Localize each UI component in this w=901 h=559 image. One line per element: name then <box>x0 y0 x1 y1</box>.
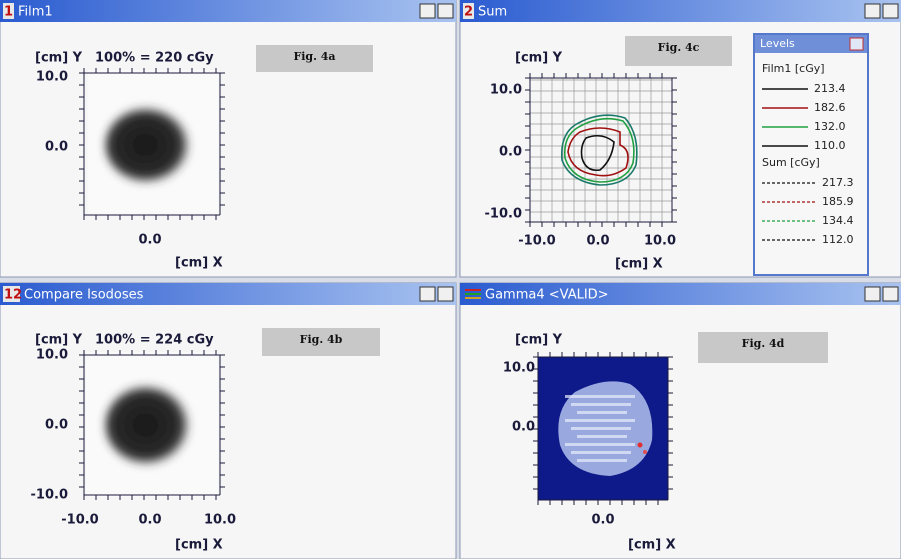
window-badge: 1 <box>4 5 13 20</box>
window-title: Film1 <box>18 5 53 20</box>
gamma-fail <box>643 450 647 454</box>
x-axis-label: [cm] X <box>175 538 223 553</box>
x-tick-label: 0.0 <box>138 513 161 528</box>
gamma-streak <box>565 395 635 398</box>
figure-label: Fig. 4c <box>658 41 700 54</box>
window-icon <box>465 293 481 295</box>
y-tick-label: 0.0 <box>499 145 522 160</box>
window-title: Compare Isodoses <box>24 288 144 303</box>
y-tick-label: 0.0 <box>512 420 535 435</box>
title-bar <box>0 0 456 22</box>
y-axis-label: [cm] Y <box>515 51 563 66</box>
title-bar <box>460 0 901 22</box>
dose-note: 100% = 220 cGy <box>95 51 214 66</box>
window-title: Sum <box>478 5 507 20</box>
y-tick-label: 0.0 <box>45 140 68 155</box>
gamma-streak <box>577 459 627 462</box>
gamma-streak <box>565 443 635 446</box>
y-tick-label: -10.0 <box>31 488 68 503</box>
window-badge: 12 <box>4 288 22 303</box>
gamma-streak <box>577 435 627 438</box>
gamma-streak <box>571 403 631 406</box>
figure-label: Fig. 4b <box>300 333 343 346</box>
x-axis-label: [cm] X <box>628 538 676 553</box>
gamma-streak <box>565 419 635 422</box>
sum-level: 217.3 <box>822 176 854 189</box>
figure-label: Fig. 4a <box>293 50 335 63</box>
film-level: 110.0 <box>814 139 846 152</box>
y-tick-label: 10.0 <box>36 348 68 363</box>
sum-level: 185.9 <box>822 195 854 208</box>
gamma-streak <box>577 411 627 414</box>
levels-film-header: Film1 [cGy] <box>762 62 825 75</box>
window-button[interactable] <box>883 287 898 301</box>
x-tick-label: 10.0 <box>644 234 676 249</box>
window-button[interactable] <box>865 4 880 18</box>
y-tick-label: 10.0 <box>503 361 535 376</box>
x-tick-label: 0.0 <box>591 513 614 528</box>
window-button[interactable] <box>420 287 435 301</box>
gamma-streak <box>571 451 631 454</box>
sum-level: 134.4 <box>822 214 854 227</box>
window-button[interactable] <box>883 4 898 18</box>
dose-blob <box>104 105 196 185</box>
film-level: 213.4 <box>814 82 846 95</box>
window-body <box>0 0 456 277</box>
window-icon <box>465 289 481 291</box>
window-icon <box>465 297 481 299</box>
y-tick-label: -10.0 <box>485 207 522 222</box>
gamma-fail <box>638 443 643 448</box>
window-button[interactable] <box>865 287 880 301</box>
y-tick-label: 10.0 <box>36 70 68 85</box>
levels-sum-header: Sum [cGy] <box>762 156 820 169</box>
window-button[interactable] <box>420 4 435 18</box>
y-axis-label: [cm] Y <box>35 51 83 66</box>
dose-note: 100% = 224 cGy <box>95 333 214 348</box>
screen: 1 Film1 2 Sum 12Compare Isodoses Gamma4 <VALI… <box>0 0 901 559</box>
figure-label: Fig. 4d <box>742 337 785 350</box>
y-axis-label: [cm] Y <box>515 333 563 348</box>
levels-close[interactable] <box>850 38 863 50</box>
dose-blob <box>104 383 196 467</box>
x-tick-label: 10.0 <box>204 513 236 528</box>
y-axis-label: [cm] Y <box>35 333 83 348</box>
x-tick-label: -10.0 <box>61 513 98 528</box>
x-tick-label: 0.0 <box>586 234 609 249</box>
x-tick-label: 0.0 <box>138 233 161 248</box>
y-tick-label: 0.0 <box>45 418 68 433</box>
x-tick-label: -10.0 <box>518 234 555 249</box>
y-tick-label: 10.0 <box>490 83 522 98</box>
x-axis-label: [cm] X <box>615 257 663 272</box>
x-axis-label: [cm] X <box>175 256 223 271</box>
film-level: 182.6 <box>814 101 846 114</box>
levels-title: Levels <box>760 37 795 50</box>
window-button[interactable] <box>438 4 453 18</box>
gamma-streak <box>571 427 631 430</box>
window: 1 Film1 <box>0 0 456 277</box>
film-level: 132.0 <box>814 120 846 133</box>
window-button[interactable] <box>438 287 453 301</box>
window-badge: 2 <box>464 5 473 20</box>
window-title: Gamma4 <VALID> <box>485 288 609 303</box>
sum-level: 112.0 <box>822 233 854 246</box>
